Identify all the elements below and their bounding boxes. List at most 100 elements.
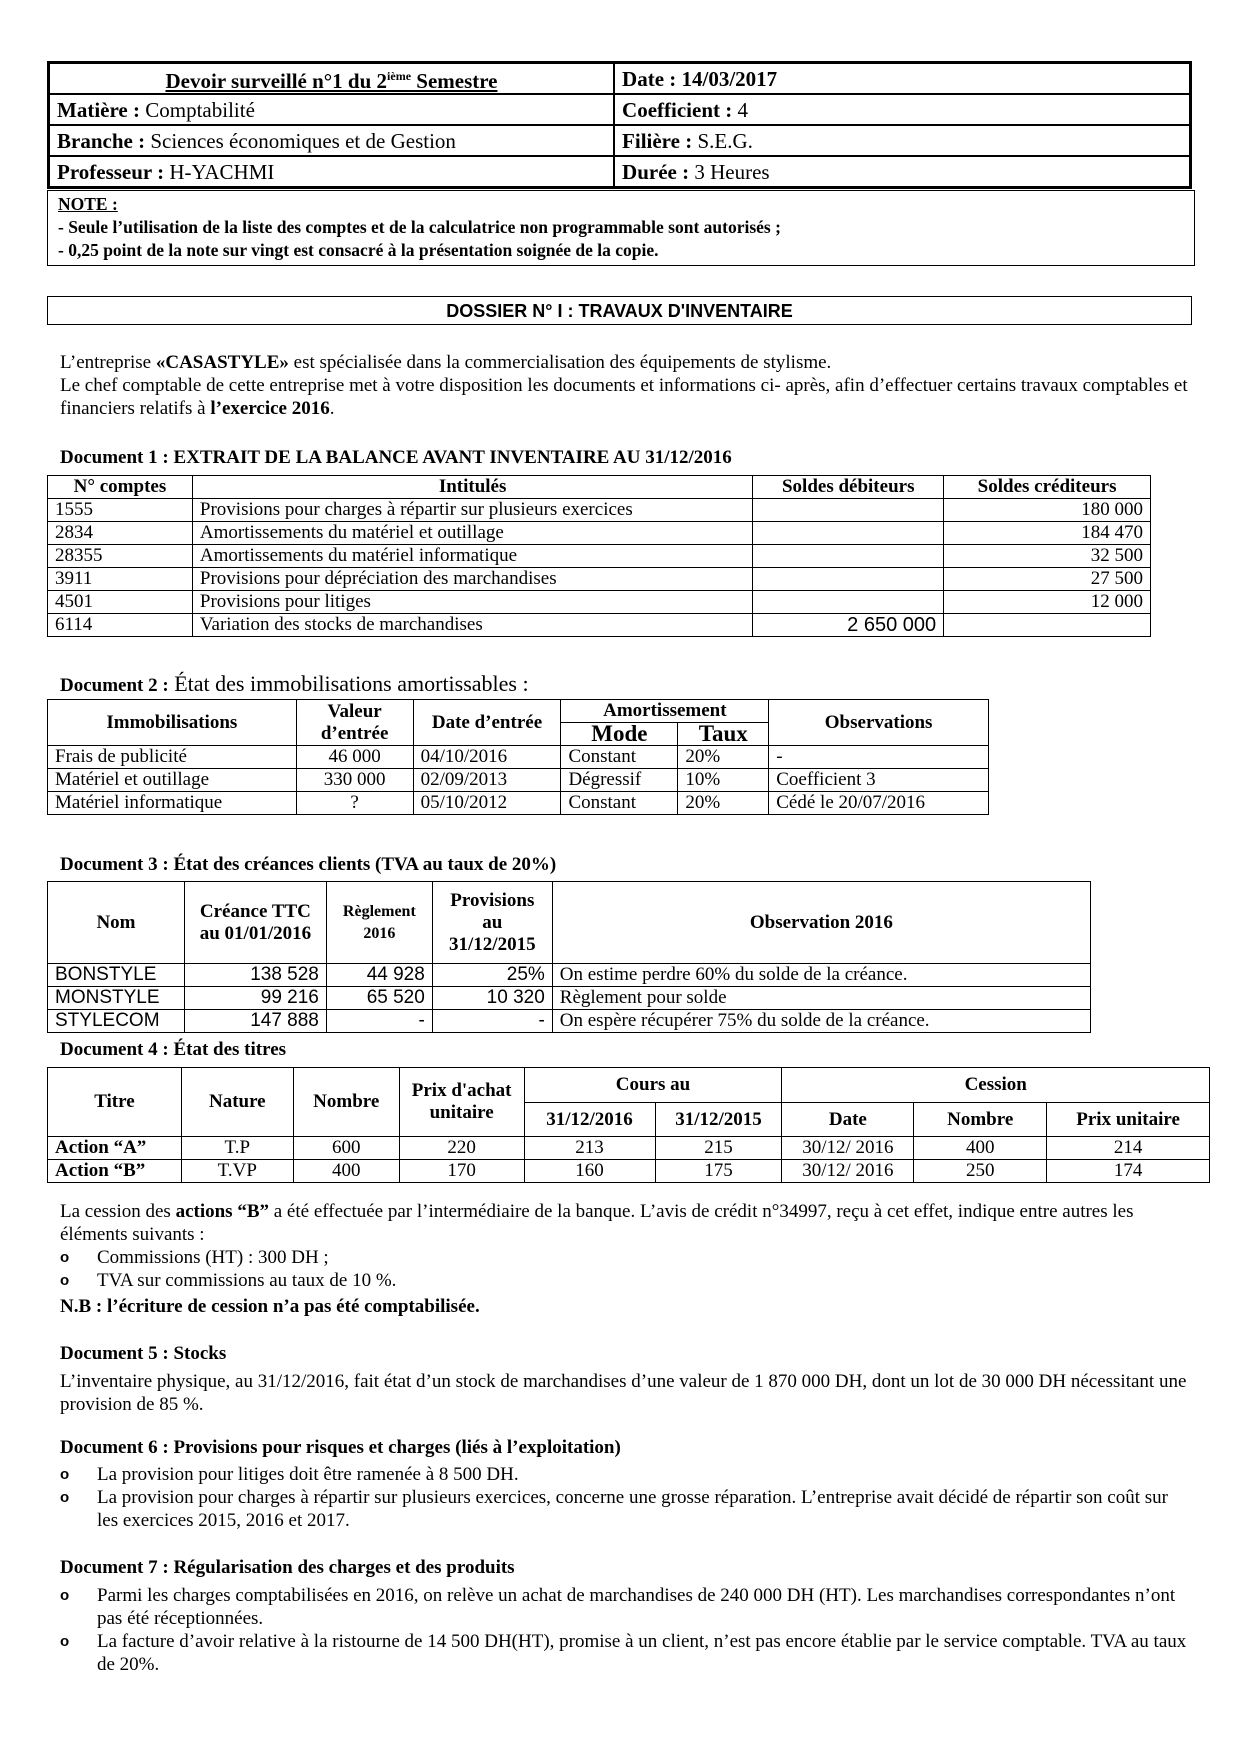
table-cell: 138 528: [183, 963, 327, 987]
col-header: Nom: [47, 881, 185, 964]
table-cell: 600: [292, 1136, 400, 1160]
table-cell: Règlement pour solde: [551, 986, 1092, 1010]
table-cell: 160: [523, 1159, 656, 1183]
table-cell: [752, 567, 945, 591]
table-cell: -: [768, 745, 989, 769]
table-cell: Provisions pour dépréciation des marchan…: [191, 567, 754, 591]
col-header: Nature: [180, 1067, 294, 1137]
table-cell: 4501: [47, 590, 193, 614]
doc4-text: La cession des actions “B” a été effectu…: [60, 1200, 1190, 1318]
table-row: 4501 Provisions pour litiges 12 000: [47, 590, 1151, 614]
col-header: Valeur d’entrée: [295, 699, 414, 746]
table-cell: 10%: [677, 768, 770, 792]
col-header: Règlement 2016: [325, 881, 433, 964]
table-cell: Provisions pour litiges: [191, 590, 754, 614]
doc3-table: Nom Créance TTC au 01/01/2016 Règlement …: [47, 881, 1092, 1033]
table-cell: 99 216: [183, 986, 327, 1010]
table-cell: 30/12/ 2016: [781, 1159, 915, 1183]
table-cell: 25%: [431, 963, 553, 987]
exam-title: Devoir surveillé n°1 du 2ième Semestre: [47, 61, 616, 95]
table-row: BONSTYLE 138 528 44 928 25% On estime perdre…: [47, 963, 1092, 987]
doc2-table: Immobilisations Valeur d’entrée Date d’e…: [47, 699, 989, 815]
doc6-title: Document 6 : Provisions pour risques et …: [60, 1437, 621, 1458]
table-cell: 20%: [677, 745, 770, 769]
table-row: Matériel informatique? 05/10/2012 Constant…: [47, 791, 989, 815]
table-cell: 215: [654, 1136, 783, 1160]
table-cell: 32 500: [943, 544, 1151, 568]
table-cell: 27 500: [943, 567, 1151, 591]
table-cell: 02/09/2013: [412, 768, 562, 792]
table-row: STYLECOM 147 888- - On espère récupérer 75%…: [47, 1009, 1092, 1033]
table-cell: STYLECOM: [47, 1009, 185, 1033]
table-cell: 04/10/2016: [412, 745, 562, 769]
col-header: Provisions au 31/12/2015: [431, 881, 553, 964]
col-header: Observations: [768, 699, 989, 746]
table-cell: On espère récupérer 75% du solde de la c…: [551, 1009, 1092, 1033]
table-cell: T.VP: [180, 1159, 294, 1183]
doc1-title: Document 1 : EXTRAIT DE LA BALANCE AVANT…: [60, 447, 732, 468]
col-header: Date d’entrée: [412, 699, 562, 746]
doc7-list: Parmi les charges comptabilisées en 2016…: [60, 1584, 1190, 1676]
col-header: Nombre: [913, 1102, 1048, 1137]
table-cell: 65 520: [325, 986, 433, 1010]
doc4-title: Document 4 : État des titres: [60, 1039, 287, 1060]
table-cell: 20%: [677, 791, 770, 815]
list-item: Parmi les charges comptabilisées en 2016…: [60, 1584, 1190, 1630]
table-cell: ?: [295, 791, 414, 815]
table-cell: Variation des stocks de marchandises: [191, 613, 754, 637]
col-header: Cession: [781, 1067, 1210, 1103]
doc7-title: Document 7 : Régularisation des charges …: [60, 1557, 515, 1578]
table-cell: Action “B”: [47, 1159, 182, 1183]
table-cell: 10 320: [431, 986, 553, 1010]
table-row: 6114 Variation des stocks de marchandises…: [47, 613, 1151, 637]
table-cell: Frais de publicité: [47, 745, 297, 769]
table-cell: 214: [1046, 1136, 1210, 1160]
table-cell: Action “A”: [47, 1136, 182, 1160]
col-header: Taux: [677, 722, 770, 746]
col-header: 31/12/2016: [523, 1102, 656, 1137]
table-cell: 2834: [47, 521, 193, 545]
col-header: Amortissement: [560, 699, 770, 723]
table-cell: Constant: [560, 791, 679, 815]
table-cell: 28355: [47, 544, 193, 568]
note-item: - 0,25 point de la note sur vingt est co…: [58, 240, 659, 260]
filiere: Filière : S.E.G.: [613, 124, 1192, 157]
doc5-text: L’inventaire physique, au 31/12/2016, fa…: [60, 1371, 1187, 1415]
list-item: La facture d’avoir relative à la ristour…: [60, 1630, 1190, 1676]
table-cell: Constant: [560, 745, 679, 769]
col-header: Cours au: [523, 1067, 783, 1103]
col-header: Soldes débiteurs: [752, 475, 945, 499]
table-cell: 170: [398, 1159, 525, 1183]
table-cell: Cédé le 20/07/2016: [768, 791, 989, 815]
matiere: Matière : Comptabilité: [47, 93, 616, 126]
table-cell: BONSTYLE: [47, 963, 185, 987]
table-row: 1555 Provisions pour charges à répartir s…: [47, 498, 1151, 522]
col-header: Mode: [560, 722, 679, 746]
table-cell: 400: [292, 1159, 400, 1183]
table-cell: 30/12/ 2016: [781, 1136, 915, 1160]
table-cell: [943, 613, 1151, 637]
table-cell: [752, 544, 945, 568]
table-row: MONSTYLE 99 216 65 520 10 320 Règlement pour…: [47, 986, 1092, 1010]
table-header-row: N° comptes Intitulés Soldes débiteurs So…: [47, 475, 1151, 499]
table-row: Matériel et outillage 330 000 02/09/2013 Dé…: [47, 768, 989, 792]
col-header: Immobilisations: [47, 699, 297, 746]
col-header: Prix unitaire: [1046, 1102, 1210, 1137]
table-cell: 3911: [47, 567, 193, 591]
professeur: Professeur : H-YACHMI: [47, 155, 616, 189]
table-cell: -: [431, 1009, 553, 1033]
doc4-table: Titre Nature Nombre Prix d'achat unitair…: [47, 1067, 1210, 1183]
table-row: Action “A” T.P 600 220 213 215 30/12/ 2016 400 2…: [47, 1136, 1210, 1160]
table-cell: 330 000: [295, 768, 414, 792]
table-cell: 1555: [47, 498, 193, 522]
list-item: La provision pour litiges doit être rame…: [60, 1463, 1190, 1486]
table-cell: 6114: [47, 613, 193, 637]
note-title: NOTE :: [58, 194, 118, 214]
table-cell: [752, 521, 945, 545]
note-item: - Seule l’utilisation de la liste des co…: [58, 217, 781, 237]
table-cell: Amortissements du matériel informatique: [191, 544, 754, 568]
col-header: Observation 2016: [551, 881, 1092, 964]
table-row: 3911 Provisions pour dépréciation des mar…: [47, 567, 1151, 591]
table-cell: Coefficient 3: [768, 768, 989, 792]
